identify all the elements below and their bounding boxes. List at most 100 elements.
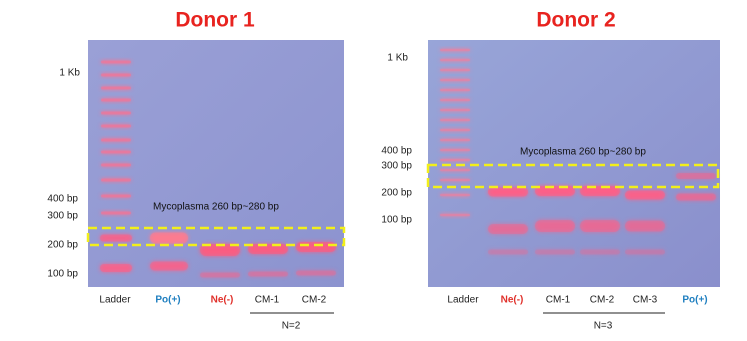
band xyxy=(625,190,665,200)
marker-label: 1 Kb xyxy=(59,68,80,79)
band xyxy=(101,150,131,154)
band xyxy=(580,249,620,255)
marker-label: 400 bp xyxy=(381,146,412,157)
band xyxy=(625,249,665,255)
annotation: Mycoplasma 260 bp~280 bp xyxy=(153,202,279,213)
band xyxy=(440,178,470,182)
band xyxy=(440,158,470,162)
band xyxy=(440,128,470,132)
lane-label: Po(+) xyxy=(682,295,707,306)
band xyxy=(101,73,131,77)
band xyxy=(440,68,470,72)
band xyxy=(440,88,470,92)
band xyxy=(535,220,575,232)
lane-label: CM-2 xyxy=(302,295,327,306)
band xyxy=(676,173,716,179)
gel xyxy=(428,40,720,287)
band xyxy=(625,220,665,232)
band xyxy=(440,148,470,152)
lane-label: CM-1 xyxy=(255,295,280,306)
band xyxy=(101,111,131,115)
band xyxy=(440,48,470,52)
band xyxy=(150,232,188,244)
band xyxy=(101,194,131,198)
band xyxy=(200,272,240,278)
band xyxy=(296,270,336,276)
band xyxy=(440,168,470,172)
highlight-box xyxy=(86,226,346,247)
band xyxy=(150,261,188,271)
panel-title: Donor 1 xyxy=(175,9,255,32)
lane-label: Ne(-) xyxy=(211,295,234,306)
band xyxy=(440,148,470,152)
marker-label: 300 bp xyxy=(381,161,412,172)
lane-label: Ladder xyxy=(99,295,131,306)
marker-label: 200 bp xyxy=(47,240,78,251)
band xyxy=(535,249,575,255)
lane-label: CM-2 xyxy=(590,295,615,306)
band xyxy=(440,158,470,162)
band xyxy=(101,86,131,90)
band xyxy=(440,88,470,92)
band xyxy=(248,244,288,254)
band xyxy=(440,213,470,217)
band xyxy=(440,138,470,142)
band xyxy=(488,249,528,255)
band xyxy=(440,213,470,217)
band xyxy=(676,193,716,201)
panel-title: Donor 2 xyxy=(536,9,615,32)
band xyxy=(200,244,240,256)
band xyxy=(488,249,528,255)
band xyxy=(535,220,575,232)
marker-label: 400 bp xyxy=(47,194,78,205)
band xyxy=(101,163,131,167)
marker-label: 1 Kb xyxy=(387,53,408,64)
band xyxy=(676,173,716,179)
marker-label: 300 bp xyxy=(47,211,78,222)
panel: Donor 2 1 Kb 400 bp 300 bp 200 bp 100 bp… xyxy=(381,9,720,332)
band xyxy=(150,261,188,271)
band xyxy=(580,186,620,196)
band xyxy=(440,193,470,197)
band xyxy=(440,138,470,142)
band xyxy=(488,224,528,234)
band xyxy=(440,58,470,62)
band xyxy=(488,187,528,197)
band xyxy=(440,128,470,132)
bands xyxy=(440,48,716,255)
lane-label: CM-1 xyxy=(546,295,571,306)
band xyxy=(200,272,240,278)
band xyxy=(440,98,470,102)
band xyxy=(625,220,665,232)
band xyxy=(440,193,470,197)
band xyxy=(535,249,575,255)
band xyxy=(296,242,336,252)
band xyxy=(440,118,470,122)
lane-label: Ne(-) xyxy=(501,295,524,306)
marker-label: 100 bp xyxy=(381,215,412,226)
band xyxy=(676,193,716,201)
marker-label: 100 bp xyxy=(47,269,78,280)
band xyxy=(440,78,470,82)
band xyxy=(440,118,470,122)
band xyxy=(248,271,288,277)
band xyxy=(101,98,131,102)
lane-label: CM-3 xyxy=(633,295,658,306)
band xyxy=(488,224,528,234)
band xyxy=(101,211,131,215)
band xyxy=(101,178,131,182)
band xyxy=(440,98,470,102)
band xyxy=(440,168,470,172)
band xyxy=(440,58,470,62)
band xyxy=(101,60,131,64)
band xyxy=(440,178,470,182)
annotation: Mycoplasma 260 bp~280 bp xyxy=(520,147,646,158)
lane-label: Ladder xyxy=(447,295,479,306)
group-label: N=3 xyxy=(594,321,613,332)
band xyxy=(100,234,132,242)
band xyxy=(100,264,132,272)
marker-label: 200 bp xyxy=(381,188,412,199)
band xyxy=(440,108,470,112)
panel: Donor 1 1 Kb 400 bp 300 bp 200 bp 100 bp… xyxy=(47,9,346,332)
